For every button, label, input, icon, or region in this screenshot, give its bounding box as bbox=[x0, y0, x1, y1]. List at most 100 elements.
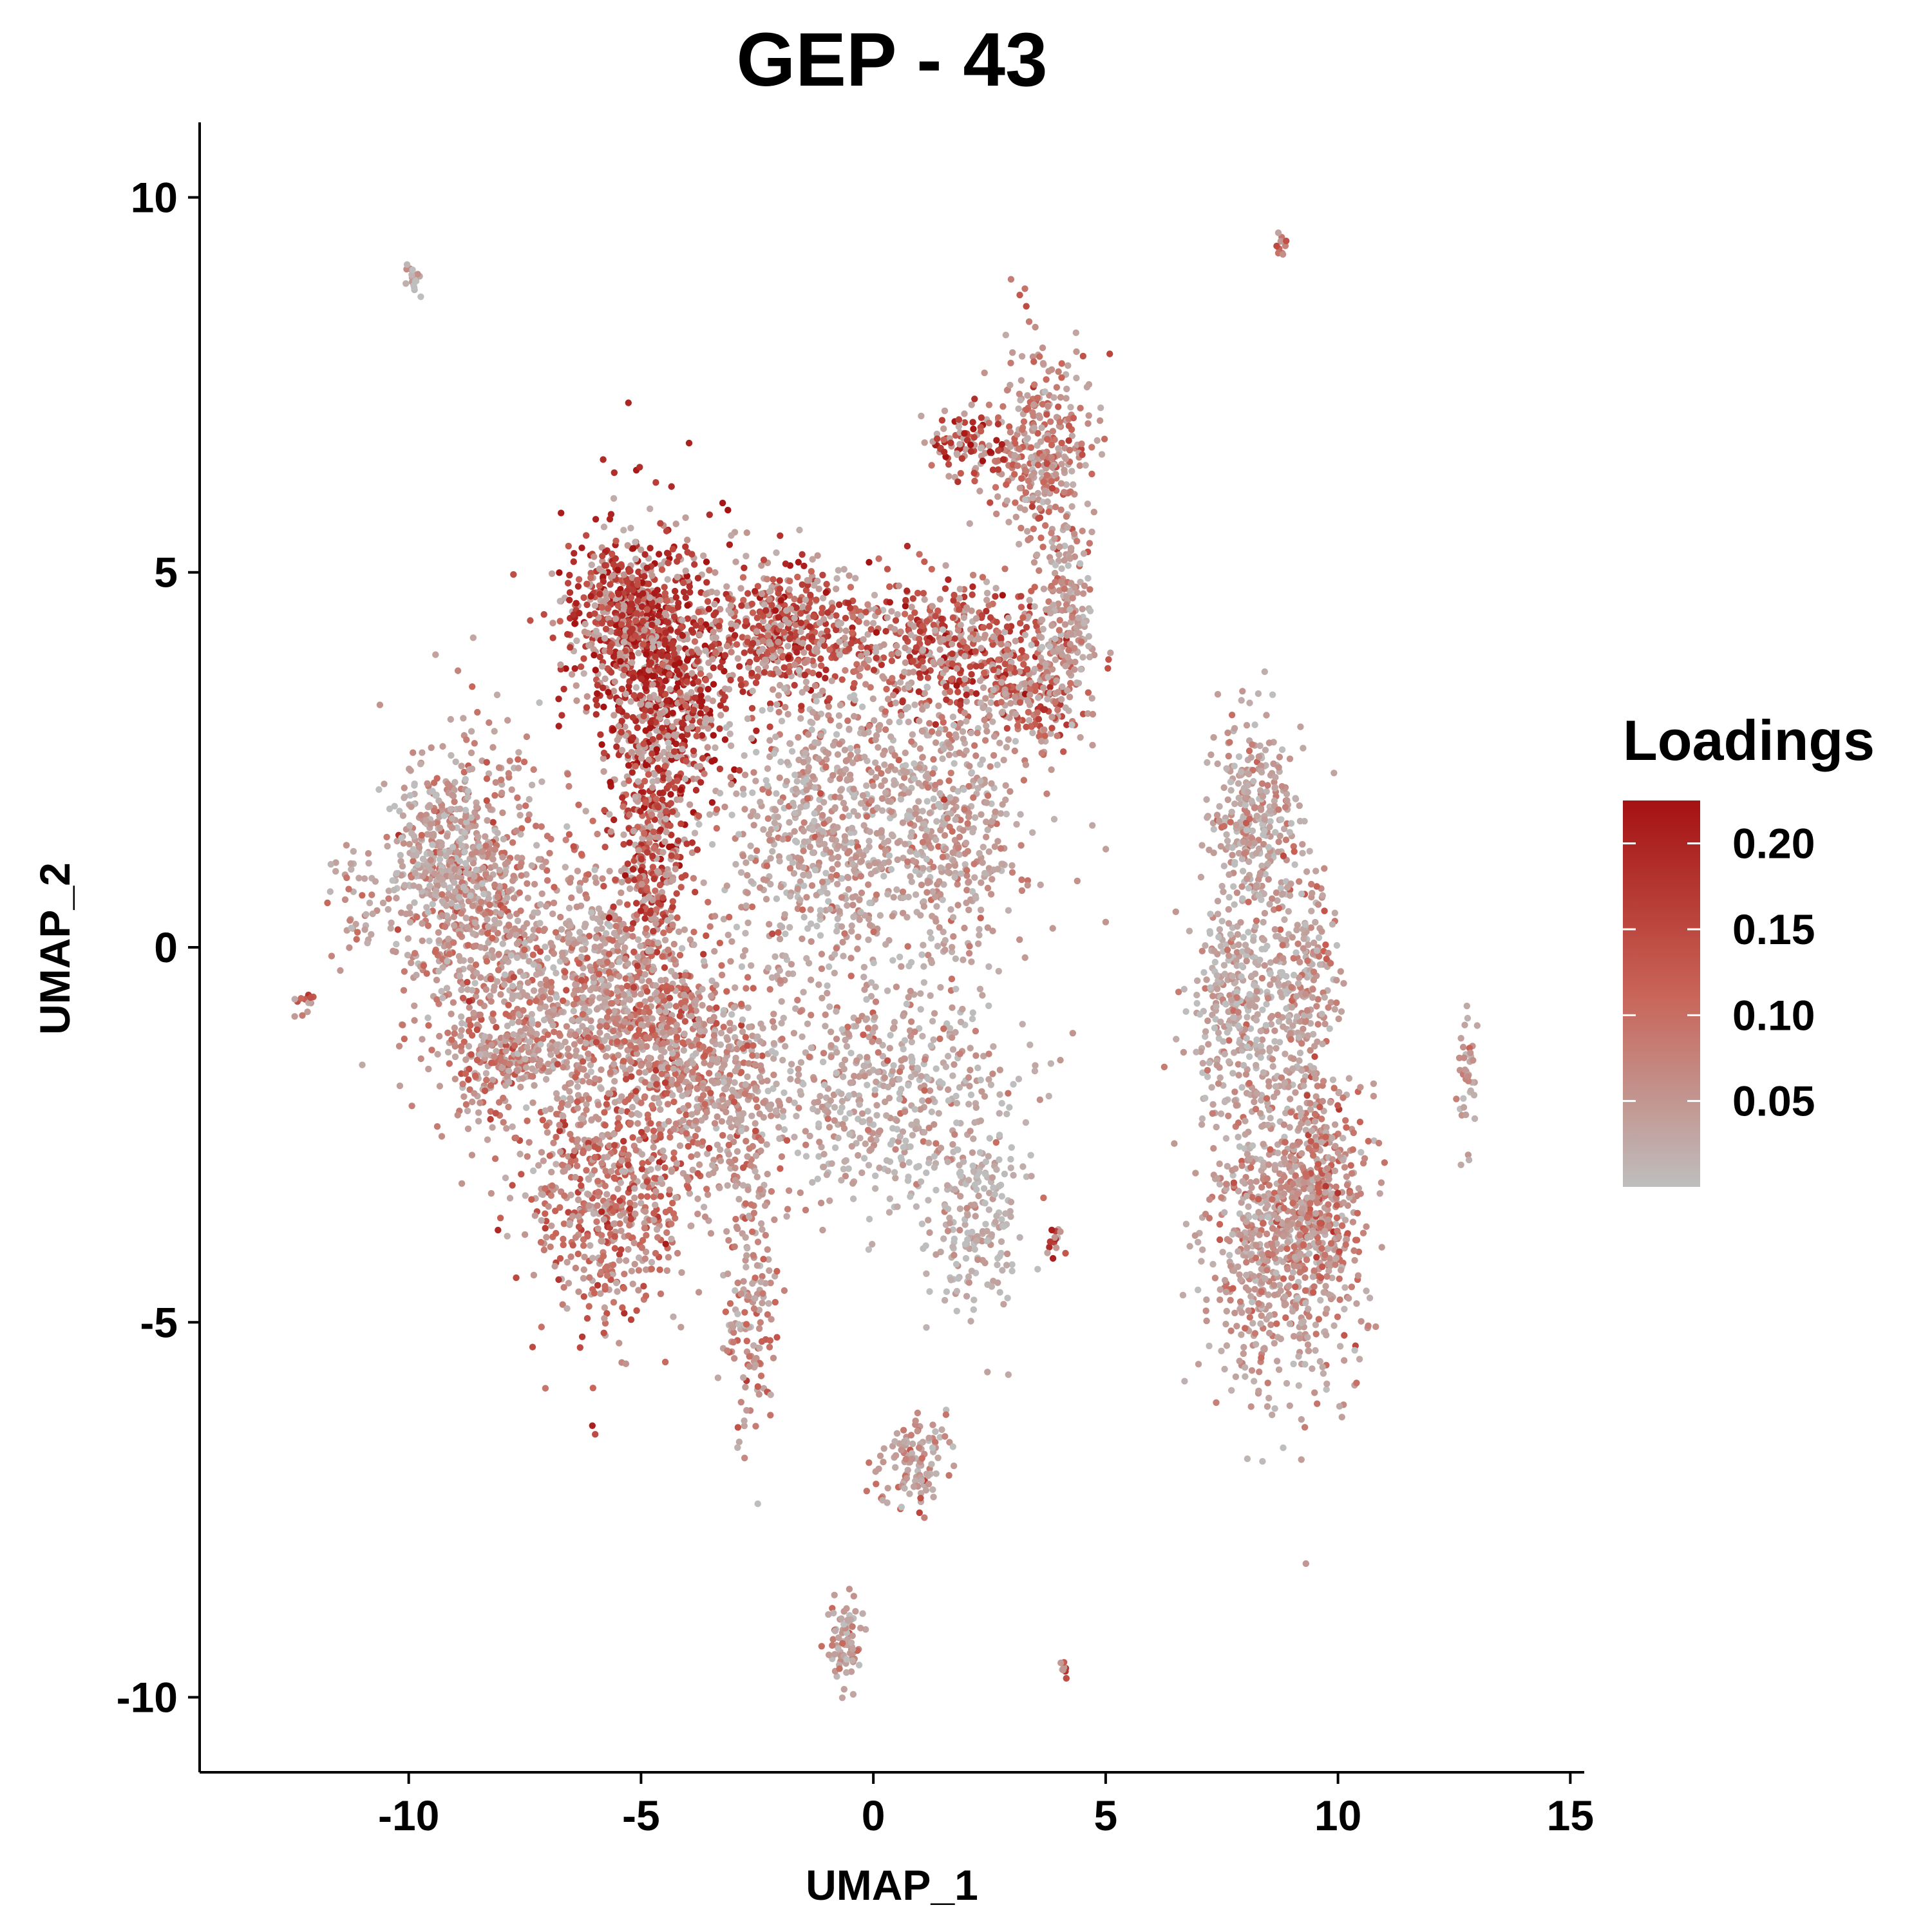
cell-point bbox=[721, 803, 728, 811]
cell-point bbox=[464, 923, 471, 931]
cell-point bbox=[843, 1043, 851, 1050]
cell-point bbox=[692, 786, 700, 794]
cell-point bbox=[612, 615, 620, 623]
cell-point bbox=[808, 633, 816, 641]
cell-point bbox=[591, 602, 599, 609]
cell-point bbox=[1056, 627, 1063, 634]
cell-point bbox=[691, 561, 698, 568]
cell-point bbox=[1068, 468, 1075, 475]
cell-point bbox=[412, 950, 419, 957]
cell-point bbox=[611, 688, 618, 695]
cell-point bbox=[477, 943, 484, 951]
cell-point bbox=[866, 828, 873, 835]
cell-point bbox=[1024, 882, 1031, 889]
cell-point bbox=[902, 705, 909, 713]
cell-point bbox=[1098, 451, 1106, 458]
cell-point bbox=[492, 779, 499, 786]
cell-point bbox=[460, 715, 467, 722]
cell-point bbox=[949, 849, 956, 857]
cell-point bbox=[803, 802, 810, 810]
cell-point bbox=[891, 626, 898, 633]
cell-point bbox=[949, 614, 957, 621]
cell-point bbox=[769, 686, 777, 693]
cell-point bbox=[448, 1010, 455, 1018]
cell-point bbox=[587, 574, 594, 582]
cell-point bbox=[626, 607, 633, 614]
cell-point bbox=[591, 610, 598, 617]
cell-point bbox=[1036, 632, 1043, 640]
cell-point bbox=[738, 602, 745, 609]
cell-point bbox=[669, 640, 676, 647]
cell-point bbox=[819, 636, 826, 644]
cell-point bbox=[766, 723, 773, 730]
cell-point bbox=[483, 759, 490, 766]
cell-point bbox=[451, 779, 459, 786]
cell-point bbox=[1041, 726, 1048, 734]
cell-point bbox=[617, 658, 624, 665]
cell-point bbox=[907, 873, 914, 880]
cell-point bbox=[753, 847, 761, 855]
cell-point bbox=[477, 898, 485, 905]
cell-point bbox=[627, 524, 634, 532]
cell-point bbox=[956, 833, 963, 840]
cell-point bbox=[742, 929, 749, 937]
cell-point bbox=[632, 555, 639, 563]
cell-point bbox=[735, 767, 743, 774]
cell-point bbox=[544, 833, 551, 840]
cell-point bbox=[748, 670, 755, 677]
cell-point bbox=[835, 601, 843, 609]
cell-point bbox=[804, 577, 811, 584]
cell-point bbox=[779, 836, 786, 843]
cell-point bbox=[468, 728, 475, 735]
cell-point bbox=[504, 894, 511, 902]
cell-point bbox=[489, 1124, 496, 1131]
cell-point bbox=[999, 456, 1007, 463]
cell-point bbox=[695, 678, 702, 685]
cell-point bbox=[657, 520, 664, 527]
cell-point bbox=[1035, 715, 1043, 723]
cell-point bbox=[641, 551, 649, 558]
cell-point bbox=[938, 714, 945, 721]
cell-point bbox=[1003, 623, 1011, 630]
cell-point bbox=[651, 771, 658, 778]
cell-point bbox=[1090, 508, 1098, 516]
cell-point bbox=[1094, 437, 1101, 444]
cell-point bbox=[805, 604, 812, 612]
cell-point bbox=[916, 745, 924, 752]
cell-point bbox=[649, 644, 656, 651]
cell-point bbox=[649, 672, 656, 680]
cell-point bbox=[674, 679, 682, 687]
cell-point bbox=[992, 808, 999, 815]
cell-point bbox=[759, 645, 766, 653]
cell-point bbox=[388, 919, 395, 927]
cell-point bbox=[1025, 717, 1033, 724]
cell-point bbox=[432, 651, 439, 658]
cell-point bbox=[1036, 567, 1043, 574]
cell-point bbox=[1030, 358, 1037, 365]
cell-point bbox=[641, 627, 648, 634]
cell-point bbox=[756, 884, 764, 891]
cell-point bbox=[942, 666, 950, 673]
cell-point bbox=[663, 719, 670, 726]
cell-point bbox=[1083, 383, 1091, 391]
cell-point bbox=[502, 860, 509, 868]
cell-point bbox=[926, 720, 933, 727]
cell-point bbox=[476, 905, 484, 913]
cell-point bbox=[956, 440, 963, 448]
cell-point bbox=[887, 808, 895, 815]
cell-point bbox=[570, 558, 577, 565]
cell-cluster-9 bbox=[918, 395, 1007, 495]
cell-point bbox=[468, 1151, 476, 1159]
cell-point bbox=[965, 950, 973, 957]
cell-point bbox=[1007, 443, 1014, 450]
cell-point bbox=[938, 615, 945, 623]
cell-point bbox=[739, 688, 746, 696]
cell-point bbox=[494, 978, 501, 985]
cell-point bbox=[765, 831, 773, 838]
cell-point bbox=[404, 935, 412, 942]
cell-point bbox=[954, 627, 962, 634]
cell-point bbox=[737, 681, 745, 689]
cell-point bbox=[945, 576, 952, 583]
cell-point bbox=[1044, 498, 1051, 506]
cell-point bbox=[723, 583, 730, 590]
